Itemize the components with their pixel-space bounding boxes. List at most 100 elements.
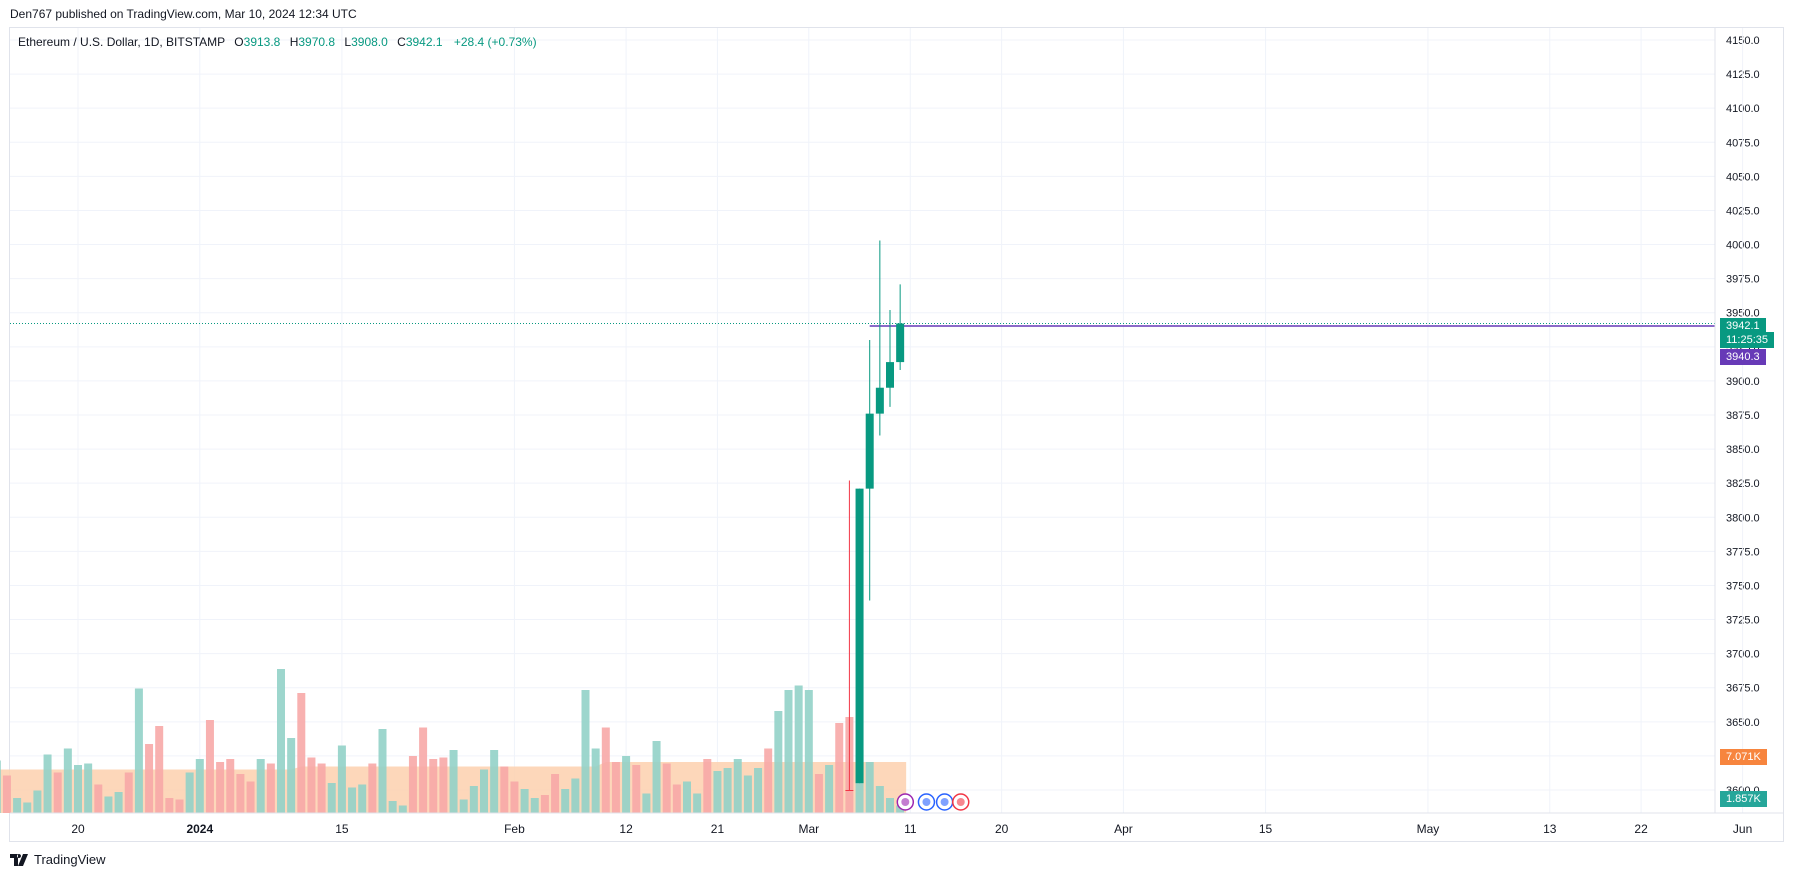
volume-bar	[632, 765, 641, 813]
x-tick-label: 20	[71, 822, 85, 836]
volume-bar	[2, 775, 11, 813]
volume-bar	[175, 799, 184, 813]
volume-bar	[804, 690, 813, 813]
volume-bar	[23, 802, 32, 813]
volume-bar	[865, 762, 874, 813]
volume-bar	[63, 748, 72, 813]
x-tick-label: 21	[711, 822, 725, 836]
x-tick-label: Jun	[1733, 822, 1752, 836]
volume-bar	[540, 795, 549, 813]
x-tick-label: 15	[1259, 822, 1273, 836]
tradingview-logo[interactable]: TradingView	[10, 852, 106, 867]
legend-change: +28.4 (+0.73%)	[453, 35, 537, 49]
volume-bar	[358, 784, 367, 813]
legend-low-value: 3908.0	[351, 35, 388, 49]
volume-bar	[348, 787, 357, 813]
volume-bar	[571, 778, 580, 813]
volume-bar	[317, 763, 326, 813]
volume-bar	[246, 781, 255, 813]
volume-bar	[439, 757, 448, 813]
x-tick-label: Mar	[798, 822, 819, 836]
tradingview-logo-icon	[10, 853, 30, 866]
legend-symbol: Ethereum / U.S. Dollar, 1D, BITSTAMP	[18, 35, 225, 49]
volume-bar	[814, 774, 823, 813]
volume-bar	[672, 784, 681, 813]
event-icon-dot	[901, 798, 910, 806]
candle-body	[875, 387, 884, 414]
volume-bar	[449, 750, 458, 813]
legend-open-value: 3913.8	[243, 35, 281, 49]
volume-bar	[266, 763, 275, 813]
volume-bar	[74, 765, 82, 813]
volume-bar	[784, 690, 793, 813]
volume-bar	[886, 798, 894, 813]
publisher-line: Den767 published on TradingView.com, Mar…	[10, 7, 357, 21]
candle-body	[855, 488, 864, 784]
x-tick-label: 20	[995, 822, 1009, 836]
volume-bar	[693, 793, 702, 813]
ohlc-legend: Ethereum / U.S. Dollar, 1D, BITSTAMP O39…	[18, 35, 537, 49]
x-tick-label: 13	[1543, 822, 1557, 836]
volume-bar	[794, 685, 803, 813]
volume-bar	[388, 801, 397, 813]
volume-bar	[236, 774, 245, 813]
volume-bar	[642, 793, 651, 813]
volume-bar	[429, 759, 438, 813]
volume-bar	[104, 796, 113, 813]
x-tick-label: 12	[619, 822, 633, 836]
volume-bar	[307, 757, 316, 813]
volume-bar	[551, 774, 560, 813]
event-icon-dot	[956, 798, 965, 806]
volume-bar	[368, 763, 377, 813]
volume-bar	[419, 727, 428, 813]
volume-bar	[327, 783, 336, 813]
event-icon-dot	[922, 798, 931, 806]
candle-body	[865, 413, 874, 489]
volume-bar	[53, 772, 62, 813]
volume-bar	[13, 798, 22, 813]
x-tick-label: 11	[904, 822, 917, 836]
legend-high-value: 3970.8	[298, 35, 336, 49]
volume-bar	[875, 786, 884, 813]
volume-bar	[591, 748, 600, 813]
volume-bar	[459, 799, 468, 813]
x-tick-label: 22	[1634, 822, 1648, 836]
legend-close-value: 3942.1	[405, 35, 443, 49]
volume-bar	[581, 690, 590, 813]
volume-bar	[297, 693, 306, 813]
volume-bar	[652, 741, 661, 813]
volume-bar	[216, 762, 225, 813]
volume-bar	[408, 756, 417, 813]
volume-bar	[743, 775, 752, 813]
volume-bar	[287, 738, 296, 813]
legend-close-label: C	[397, 35, 406, 49]
x-tick-label: Apr	[1114, 822, 1133, 836]
volume-bar	[145, 744, 154, 813]
legend-high-label: H	[289, 35, 299, 49]
volume-bar	[185, 772, 194, 813]
volume-bar	[703, 759, 712, 813]
candle-body	[896, 323, 905, 363]
volume-bar	[601, 727, 610, 813]
volume-bar	[480, 769, 488, 813]
candle-body	[845, 790, 854, 791]
x-tick-label: 2024	[186, 822, 213, 836]
volume-bar	[114, 792, 123, 813]
volume-bar	[256, 759, 265, 813]
volume-bar	[733, 759, 742, 813]
volume-bar	[764, 748, 773, 813]
volume-bar	[835, 723, 844, 813]
volume-bar	[337, 745, 346, 813]
volume-bar	[520, 789, 529, 813]
volume-bar	[825, 765, 834, 813]
volume-bar	[33, 790, 42, 813]
event-icon-dot	[940, 798, 949, 806]
volume-bar	[43, 754, 52, 813]
volume-bar	[713, 771, 722, 813]
legend-low-label: L	[344, 35, 352, 49]
chart-frame	[9, 27, 1784, 842]
prev-close-label: 3940.3	[1720, 349, 1766, 365]
volume-bar	[611, 762, 620, 813]
vol-ma-label: 7.071K	[1720, 749, 1767, 765]
